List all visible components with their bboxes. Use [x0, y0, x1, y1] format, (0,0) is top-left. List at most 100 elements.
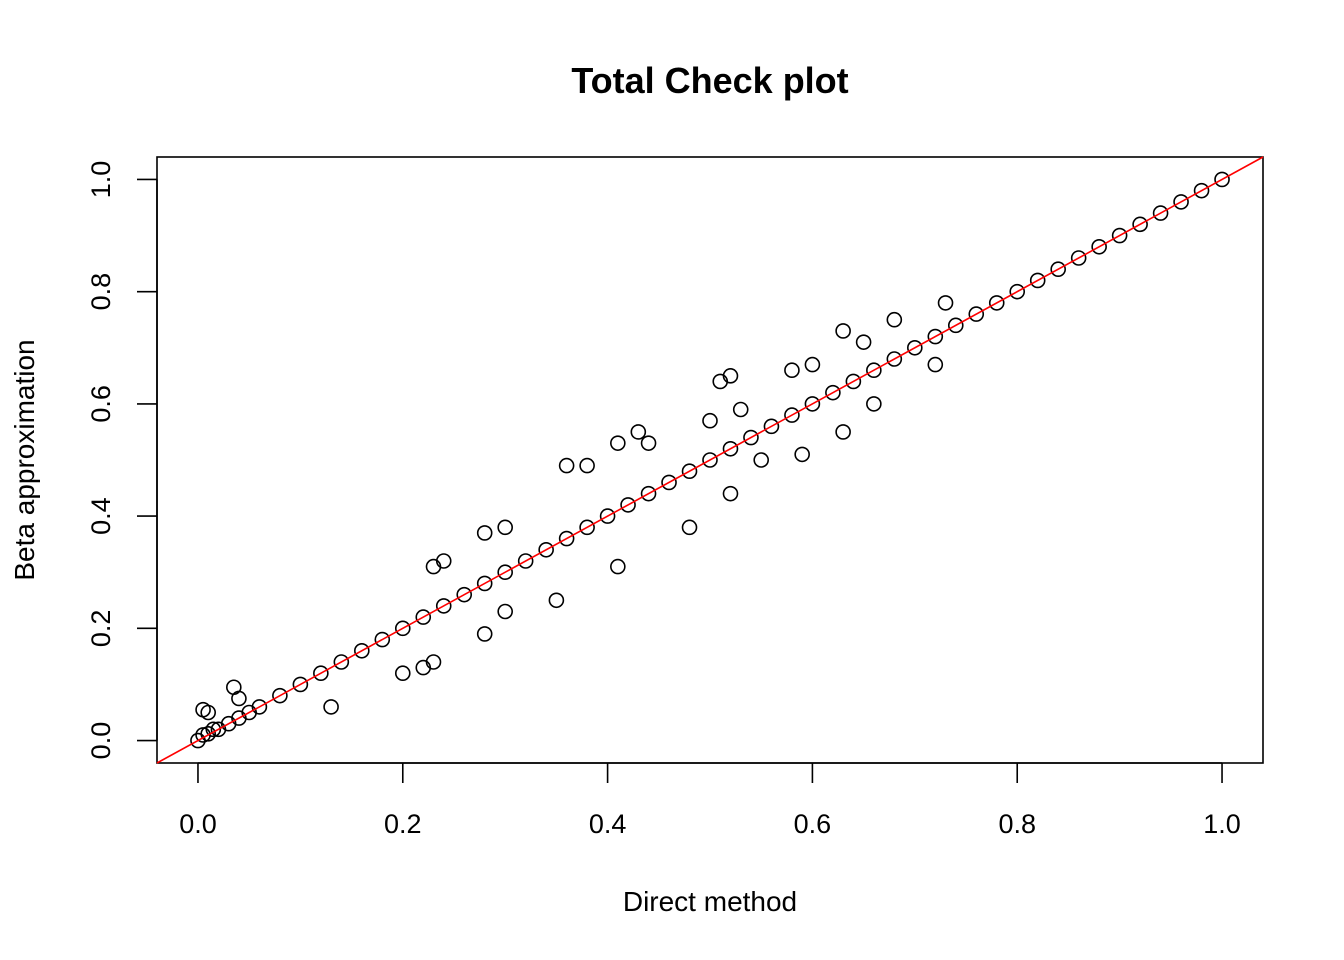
data-point	[610, 558, 626, 575]
data-point	[599, 508, 616, 524]
data-point	[456, 586, 473, 603]
data-point	[476, 525, 493, 541]
data-point	[907, 339, 923, 356]
data-point	[661, 474, 677, 491]
data-point	[988, 295, 1005, 311]
data-point	[231, 690, 247, 707]
data-point	[394, 620, 411, 637]
data-point	[784, 362, 800, 379]
data-point	[1029, 272, 1046, 289]
data-point	[835, 424, 851, 440]
data-point	[968, 306, 985, 322]
data-point	[1214, 171, 1230, 188]
data-point	[1132, 216, 1148, 233]
data-point	[630, 424, 647, 440]
data-point	[313, 665, 329, 682]
data-point	[548, 592, 565, 609]
data-point	[640, 435, 657, 451]
data-point	[947, 317, 964, 334]
y-tick-label: 0.4	[86, 497, 116, 535]
reference-line	[156, 156, 1264, 764]
data-point	[743, 429, 759, 446]
data-point	[835, 323, 851, 339]
data-point	[794, 446, 810, 463]
data-point	[538, 541, 554, 558]
data-point	[497, 564, 513, 581]
data-point	[855, 334, 872, 350]
data-point	[200, 726, 216, 742]
data-point	[937, 295, 954, 311]
data-point	[1009, 283, 1026, 300]
data-point	[610, 435, 626, 451]
data-point	[886, 311, 903, 328]
data-point	[497, 603, 513, 620]
data-point	[1070, 250, 1087, 266]
data-point	[681, 519, 698, 536]
points-layer	[190, 171, 1230, 749]
x-tick-label: 0.2	[384, 809, 422, 839]
data-point	[476, 626, 493, 642]
data-point	[886, 351, 903, 367]
data-point	[866, 396, 882, 412]
x-tick-label: 0.4	[589, 809, 627, 839]
data-point	[804, 356, 821, 373]
data-point	[722, 485, 739, 502]
data-point	[1173, 194, 1189, 210]
data-point	[825, 384, 841, 401]
data-point	[1050, 261, 1066, 278]
data-point	[579, 457, 595, 474]
data-point	[722, 368, 739, 384]
y-tick-label: 0.6	[86, 385, 116, 423]
data-point	[497, 519, 513, 536]
data-point	[323, 699, 339, 715]
data-point	[702, 452, 718, 468]
data-point	[579, 519, 595, 536]
data-point	[845, 373, 862, 390]
x-tick-label: 1.0	[1203, 809, 1241, 839]
data-point	[702, 412, 718, 429]
data-point	[927, 328, 944, 345]
y-tick-label: 0.0	[86, 722, 116, 760]
y-tick-label: 0.8	[86, 273, 116, 311]
data-point	[517, 553, 534, 569]
data-point	[620, 497, 636, 513]
data-point	[1152, 205, 1169, 221]
data-point	[1193, 182, 1210, 199]
data-point	[732, 401, 749, 418]
data-point	[784, 407, 800, 423]
data-point	[435, 553, 452, 569]
chart-title: Total Check plot	[571, 60, 848, 101]
data-point	[804, 396, 821, 412]
data-point	[415, 609, 432, 625]
data-point	[927, 356, 944, 373]
data-point	[354, 642, 370, 659]
data-point	[333, 654, 350, 670]
data-point	[1111, 227, 1128, 244]
data-point	[476, 575, 493, 592]
x-tick-label: 0.0	[179, 809, 217, 839]
data-point	[558, 530, 575, 547]
data-point	[394, 665, 411, 682]
data-point	[1091, 238, 1107, 255]
data-point	[435, 598, 452, 614]
data-point	[681, 463, 698, 480]
data-point	[640, 485, 657, 502]
data-point	[200, 704, 216, 721]
data-point	[374, 631, 391, 648]
y-tick-label: 1.0	[86, 161, 116, 199]
y-axis: 0.0 0.2 0.4 0.6 0.8 1.0	[86, 161, 158, 760]
data-point	[722, 440, 739, 457]
data-point	[251, 699, 268, 715]
data-point	[272, 687, 288, 704]
y-tick-label: 0.2	[86, 610, 116, 648]
data-point	[425, 654, 442, 670]
x-tick-label: 0.6	[794, 809, 832, 839]
x-axis-label: Direct method	[623, 886, 797, 917]
y-axis-label: Beta approximation	[9, 339, 40, 580]
data-point	[558, 457, 575, 474]
x-tick-label: 0.8	[998, 809, 1036, 839]
data-point	[292, 676, 309, 693]
data-point	[866, 362, 882, 379]
data-point	[205, 721, 222, 738]
